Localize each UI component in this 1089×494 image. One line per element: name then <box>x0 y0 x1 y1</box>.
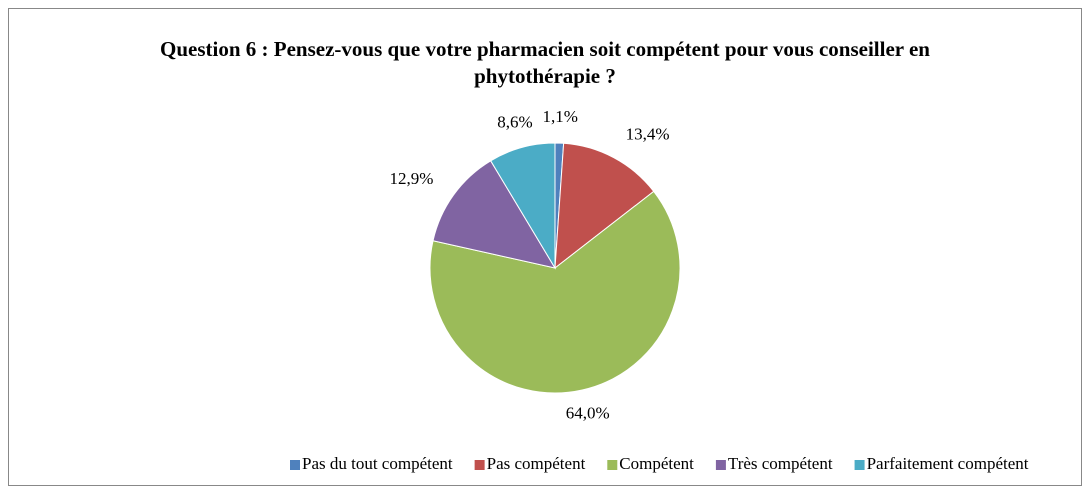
legend-swatch <box>854 460 865 470</box>
chart-title: Question 6 : Pensez-vous que votre pharm… <box>160 37 930 88</box>
legend-swatch <box>290 460 300 470</box>
legend-label: Parfaitement compétent <box>867 454 1029 473</box>
legend-swatch <box>607 460 618 470</box>
legend-swatch <box>715 460 726 470</box>
legend-label: Pas compétent <box>487 454 586 473</box>
pie-slice <box>429 190 681 394</box>
data-label: 8,6% <box>497 112 532 131</box>
pie-slice <box>432 160 557 269</box>
legend-label: Compétent <box>619 454 694 473</box>
legend-label: Pas du tout compétent <box>302 454 453 473</box>
legend-label: Très compétent <box>728 454 833 473</box>
pie-slice <box>554 142 655 270</box>
data-label: 1,1% <box>542 107 577 126</box>
data-label: 12,9% <box>389 169 433 188</box>
chart-frame <box>8 8 1082 486</box>
legend-swatch <box>474 460 485 470</box>
data-label: 13,4% <box>626 125 670 144</box>
data-label: 64,0% <box>566 403 610 422</box>
pie-slice <box>490 142 556 270</box>
